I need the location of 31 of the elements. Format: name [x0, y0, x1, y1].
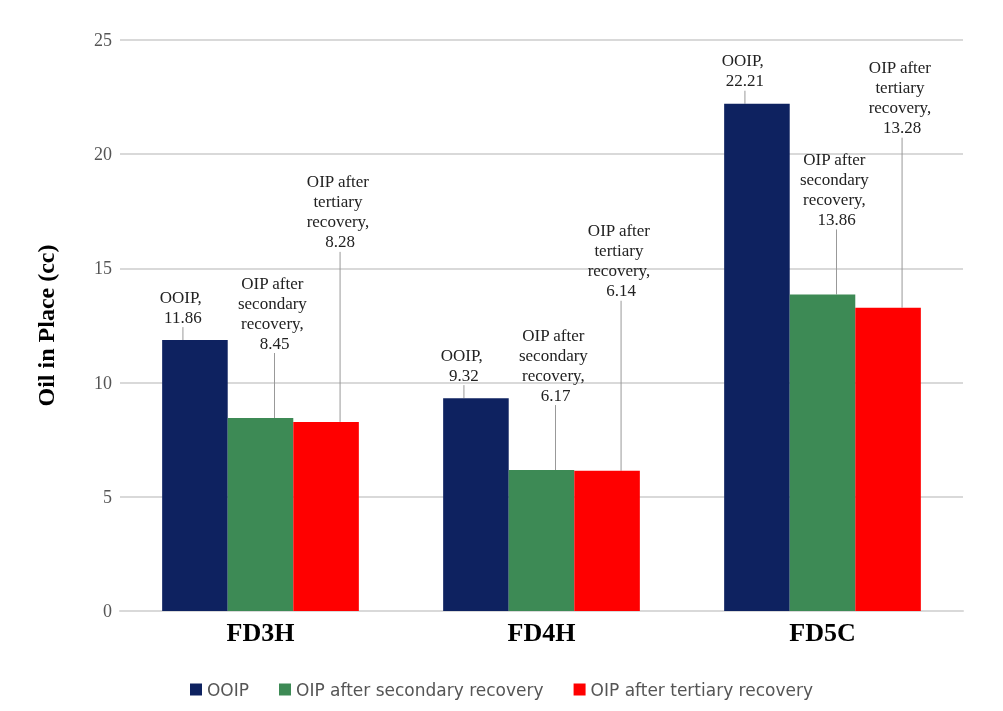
bar — [574, 470, 640, 611]
data-label: OOIP, 22.21 — [721, 51, 769, 91]
bar — [789, 294, 856, 611]
x-tick-label: FD5C — [789, 617, 856, 647]
bar — [162, 340, 228, 611]
data-label: OIP after secondary recovery, 13.86 — [799, 149, 874, 229]
data-label: OIP after tertiary recovery, 6.14 — [587, 221, 655, 301]
y-tick-label: 10 — [94, 372, 112, 393]
bar — [443, 398, 509, 611]
x-tick-label: FD3H — [226, 617, 295, 647]
data-label: OIP after tertiary recovery, 8.28 — [306, 172, 374, 252]
bar — [724, 103, 790, 611]
data-label: OIP after secondary recovery, 6.17 — [518, 325, 593, 405]
bar — [227, 418, 294, 611]
bar — [855, 307, 921, 611]
bar — [293, 421, 359, 611]
legend-label: OOIP — [206, 679, 250, 700]
data-label: OOIP, 9.32 — [440, 345, 488, 385]
y-tick-label: 25 — [94, 30, 112, 50]
legend-label: OIP after tertiary recovery — [590, 679, 814, 700]
y-axis-title: Oil in Place (cc) — [33, 244, 59, 407]
legend-label: OIP after secondary recovery — [296, 679, 544, 700]
y-tick-label: 0 — [103, 601, 112, 621]
data-label: OIP after secondary recovery, 8.45 — [237, 273, 312, 353]
bar — [508, 470, 575, 611]
y-tick-label: 20 — [94, 144, 112, 165]
y-tick-label: 5 — [103, 486, 112, 507]
x-tick-label: FD4H — [507, 617, 576, 647]
data-label: OIP after tertiary recovery, 13.28 — [868, 58, 936, 138]
data-label: OOIP, 11.86 — [159, 287, 207, 327]
y-tick-label: 15 — [94, 258, 112, 279]
